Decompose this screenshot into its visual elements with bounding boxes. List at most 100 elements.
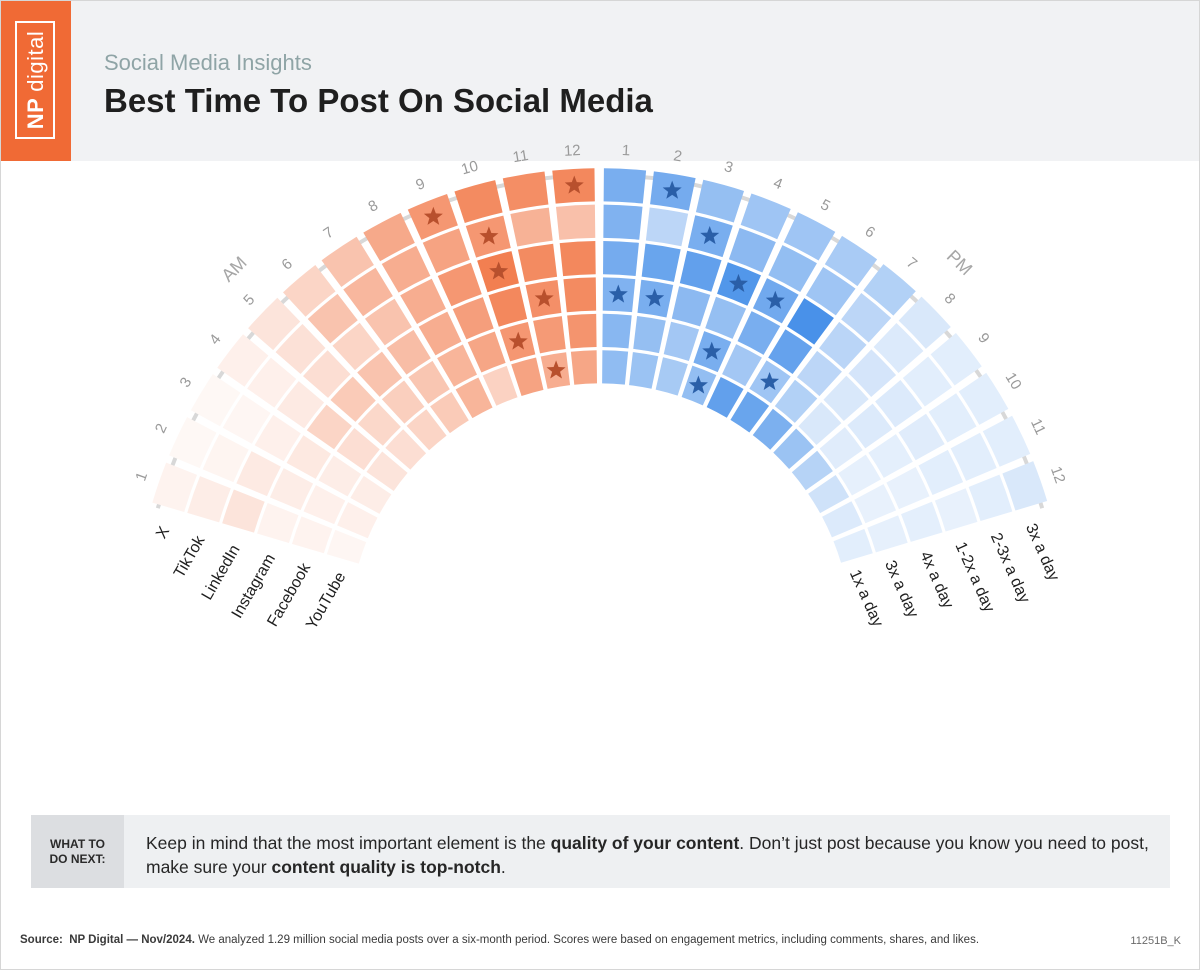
- pm-cell-facebook-5: [722, 344, 762, 387]
- pm-cell-youtube-8: [773, 428, 815, 470]
- pm-cell-youtube-9: [791, 450, 833, 491]
- am-cell-x-2: [169, 417, 217, 469]
- pm-cell-instagram-3: [671, 286, 711, 327]
- callout-bold-1: quality of your content: [550, 833, 740, 853]
- pm-hour-label-7: 7: [903, 254, 920, 272]
- pm-hour-label-8: 8: [941, 290, 959, 308]
- am-hour-label-8: 8: [366, 197, 381, 216]
- pm-hour-label-1: 1: [621, 142, 630, 159]
- am-hour-label-10: 10: [459, 157, 480, 178]
- pm-peak-star: [608, 284, 628, 303]
- pm-period-label: PM: [943, 246, 976, 279]
- pm-cell-linkedin-9: [875, 380, 923, 428]
- am-cell-linkedin-7: [364, 298, 412, 346]
- pm-hour-label-12: 12: [1047, 464, 1069, 485]
- am-cell-tiktok-2: [202, 434, 249, 483]
- am-cell-youtube-10: [511, 357, 544, 396]
- pm-cell-facebook-12: [867, 515, 908, 553]
- am-cell-instagram-6: [357, 351, 403, 397]
- pm-cell-linkedin-10: [898, 413, 945, 461]
- pm-cell-tiktok-9: [902, 356, 953, 407]
- am-peak-star: [546, 360, 566, 379]
- pm-peak-star: [760, 371, 780, 391]
- pm-hour-label-3: 3: [722, 158, 735, 177]
- am-cell-linkedin-9: [437, 262, 482, 307]
- am-cell-youtube-5: [385, 429, 427, 470]
- pm-cell-instagram-10: [868, 434, 913, 478]
- pm-cell-facebook-11: [854, 484, 897, 524]
- am-cell-instagram-10: [488, 286, 528, 327]
- am-cell-youtube-9: [482, 365, 518, 406]
- pm-peak-star: [688, 375, 708, 394]
- am-cell-linkedin-8: [400, 278, 446, 325]
- what-to-do-next-callout: WHAT TO DO NEXT: Keep in mind that the mo…: [31, 815, 1170, 888]
- pm-cell-x-5: [783, 212, 836, 261]
- am-cell-youtube-7: [430, 391, 469, 434]
- pm-peak-star: [728, 273, 748, 293]
- am-cell-instagram-3: [286, 435, 331, 479]
- am-cell-instagram-8: [418, 311, 462, 356]
- pm-cell-linkedin-8: [848, 349, 897, 397]
- pm-cell-x-1: [603, 168, 647, 204]
- am-period-label: AM: [217, 252, 250, 285]
- callout-text-part2: . Don’t just post because you know you n…: [146, 833, 1149, 877]
- am-cell-facebook-8: [437, 344, 478, 387]
- pm-cell-x-10: [958, 372, 1009, 425]
- pm-cell-instagram-5: [737, 311, 781, 355]
- am-cell-instagram-1: [257, 502, 299, 543]
- source-text: We analyzed 1.29 million social media po…: [194, 934, 980, 946]
- pm-cell-youtube-2: [629, 352, 659, 389]
- am-hour-label-3: 3: [177, 375, 196, 391]
- am-cell-youtube-6: [406, 409, 447, 451]
- pm-cell-x-12: [1002, 461, 1048, 511]
- am-cell-instagram-2: [269, 468, 314, 511]
- pm-cell-facebook-7: [774, 379, 818, 423]
- callout-tag: WHAT TO DO NEXT:: [31, 815, 124, 888]
- pm-cell-youtube-11: [822, 501, 863, 538]
- frequency-label-tiktok: 2-3x a day: [987, 530, 1033, 605]
- am-cell-x-6: [283, 265, 336, 317]
- am-cell-linkedin-12: [559, 241, 596, 277]
- pm-cell-x-9: [930, 332, 982, 386]
- am-cell-linkedin-4: [276, 381, 325, 429]
- pm-hour-label-2: 2: [672, 147, 683, 165]
- callout-tag-line1: WHAT TO: [50, 836, 105, 851]
- pm-cell-tiktok-1: [603, 204, 643, 240]
- am-cell-x-1: [152, 462, 198, 512]
- platform-label-youtube: YouTube: [303, 569, 349, 632]
- pm-peak-star: [765, 290, 785, 309]
- am-hour-label-4: 4: [206, 331, 225, 348]
- pm-cell-facebook-1: [602, 313, 632, 349]
- pm-hour-label-11: 11: [1027, 416, 1049, 437]
- pm-hour-label-6: 6: [862, 223, 878, 242]
- pm-cell-tiktok-7: [841, 292, 892, 343]
- pm-hour-label-5: 5: [818, 196, 833, 215]
- am-cell-x-4: [217, 334, 269, 387]
- pm-cell-tiktok-10: [928, 393, 977, 443]
- pm-cell-youtube-12: [833, 528, 873, 563]
- pm-cell-linkedin-7: [819, 321, 867, 370]
- pm-cell-instagram-11: [886, 467, 930, 510]
- pm-cell-x-8: [898, 296, 951, 349]
- pm-cell-tiktok-4: [728, 227, 776, 273]
- am-peak-star: [423, 206, 443, 225]
- pm-cell-x-3: [695, 179, 745, 223]
- am-cell-facebook-5: [357, 402, 401, 446]
- am-hour-label-9: 9: [413, 175, 427, 194]
- pm-hour-label-4: 4: [771, 174, 785, 193]
- am-peak-star: [489, 261, 509, 280]
- np-digital-logo: NPdigital: [1, 1, 71, 161]
- am-hour-label-6: 6: [278, 255, 295, 273]
- am-cell-linkedin-6: [332, 322, 380, 371]
- am-cell-facebook-12: [567, 313, 597, 349]
- frequency-label-x: 3x a day: [1022, 521, 1062, 583]
- pm-cell-tiktok-11: [950, 432, 997, 481]
- am-cell-x-11: [502, 171, 549, 211]
- pm-cell-linkedin-12: [934, 488, 978, 532]
- am-hour-label-1: 1: [132, 470, 151, 483]
- am-cell-linkedin-3: [254, 414, 301, 462]
- am-cell-youtube-4: [366, 451, 408, 491]
- am-cell-facebook-1: [291, 516, 333, 554]
- callout-tag-line2: DO NEXT:: [49, 851, 106, 866]
- pm-cell-linkedin-6: [787, 298, 834, 345]
